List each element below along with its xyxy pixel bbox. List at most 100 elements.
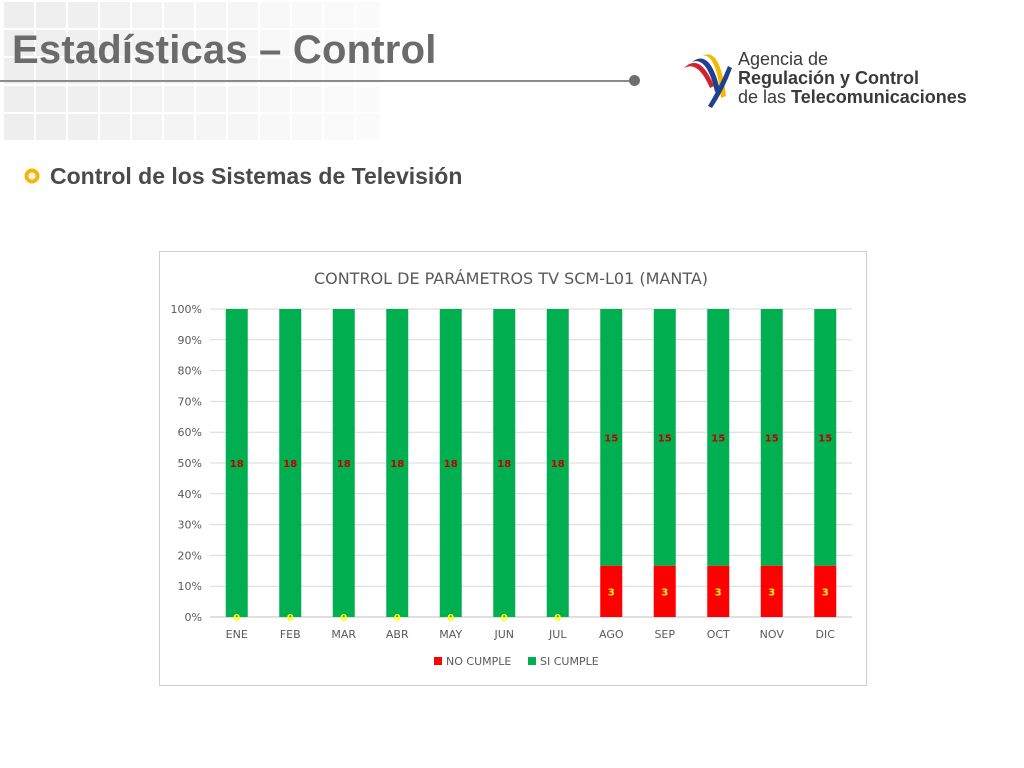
data-label-si-cumple: 18 bbox=[230, 459, 244, 470]
x-tick-label: FEB bbox=[280, 628, 301, 641]
bar-si-cumple bbox=[279, 309, 302, 617]
chart-container: CONTROL DE PARÁMETROS TV SCM-L01 (MANTA)… bbox=[159, 251, 867, 686]
background-tile bbox=[36, 2, 66, 28]
background-tile bbox=[132, 86, 162, 112]
stacked-bar-chart: CONTROL DE PARÁMETROS TV SCM-L01 (MANTA)… bbox=[171, 269, 852, 668]
background-tile bbox=[292, 30, 322, 56]
data-label-no-cumple: 0 bbox=[394, 613, 401, 624]
y-tick-label: 20% bbox=[178, 549, 202, 562]
x-tick-label: ABR bbox=[386, 628, 409, 641]
background-tile bbox=[356, 2, 380, 28]
bar-si-cumple bbox=[439, 309, 462, 617]
background-tile bbox=[260, 2, 290, 28]
bar-no-cumple bbox=[653, 565, 676, 617]
data-label-no-cumple: 3 bbox=[822, 587, 829, 598]
y-tick-label: 0% bbox=[185, 611, 202, 624]
background-tile bbox=[324, 2, 354, 28]
background-tile bbox=[4, 114, 34, 140]
background-tile bbox=[228, 114, 258, 140]
background-tile bbox=[292, 114, 322, 140]
logo-line-3: de las Telecomunicaciones bbox=[738, 88, 967, 107]
background-tile bbox=[100, 114, 130, 140]
data-label-no-cumple: 0 bbox=[447, 613, 454, 624]
data-label-si-cumple: 18 bbox=[390, 459, 404, 470]
background-tile bbox=[196, 114, 226, 140]
background-tile bbox=[228, 2, 258, 28]
y-tick-label: 100% bbox=[171, 303, 202, 316]
x-tick-label: JUL bbox=[548, 628, 567, 641]
background-tile bbox=[100, 58, 130, 84]
y-tick-label: 10% bbox=[178, 580, 202, 593]
data-label-no-cumple: 3 bbox=[661, 587, 668, 598]
legend-swatch-si-cumple bbox=[528, 657, 536, 665]
background-tile bbox=[36, 58, 66, 84]
background-tile bbox=[4, 58, 34, 84]
background-tile bbox=[68, 114, 98, 140]
background-tile bbox=[324, 86, 354, 112]
data-label-no-cumple: 3 bbox=[608, 587, 615, 598]
data-label-si-cumple: 18 bbox=[283, 459, 297, 470]
background-tile-pattern bbox=[0, 0, 380, 140]
x-tick-label: MAY bbox=[439, 628, 462, 641]
bar-si-cumple bbox=[600, 309, 623, 566]
data-label-no-cumple: 0 bbox=[340, 613, 347, 624]
y-tick-label: 40% bbox=[178, 488, 202, 501]
bar-no-cumple bbox=[600, 565, 623, 617]
background-tile bbox=[68, 2, 98, 28]
bar-no-cumple bbox=[707, 565, 730, 617]
background-tile bbox=[356, 30, 380, 56]
background-tile bbox=[132, 114, 162, 140]
background-tile bbox=[196, 2, 226, 28]
legend-label-si-cumple: SI CUMPLE bbox=[540, 655, 599, 668]
background-tile bbox=[356, 114, 380, 140]
background-tile bbox=[324, 58, 354, 84]
background-tile bbox=[196, 30, 226, 56]
logo-line-2: Regulación y Control bbox=[738, 68, 920, 88]
background-tile bbox=[292, 86, 322, 112]
background-tile bbox=[36, 86, 66, 112]
background-tile bbox=[68, 30, 98, 56]
logo-line-1: Agencia de bbox=[738, 49, 829, 69]
background-tile bbox=[324, 30, 354, 56]
background-tile bbox=[132, 58, 162, 84]
section-subtitle: Control de los Sistemas de Televisión bbox=[50, 163, 463, 189]
background-tile bbox=[132, 2, 162, 28]
background-tile bbox=[164, 86, 194, 112]
background-tile bbox=[260, 30, 290, 56]
title-rule bbox=[0, 80, 632, 82]
logo-line-3-prefix: de las bbox=[738, 87, 792, 107]
x-tick-label: ENE bbox=[226, 628, 248, 641]
y-tick-label: 80% bbox=[178, 365, 202, 378]
background-tile bbox=[228, 58, 258, 84]
background-tile bbox=[4, 86, 34, 112]
data-label-si-cumple: 15 bbox=[711, 433, 725, 444]
bar-si-cumple bbox=[707, 309, 730, 566]
slide-title: Estadísticas – Control bbox=[12, 28, 437, 72]
data-label-no-cumple: 3 bbox=[715, 587, 722, 598]
background-tile bbox=[164, 2, 194, 28]
x-tick-label: DIC bbox=[816, 628, 836, 641]
logo-line-3-bold: Telecomunicaciones bbox=[791, 87, 967, 107]
bar-si-cumple bbox=[814, 309, 837, 566]
y-tick-label: 30% bbox=[178, 519, 202, 532]
background-tile bbox=[196, 58, 226, 84]
background-tile bbox=[164, 114, 194, 140]
bar-si-cumple bbox=[332, 309, 355, 617]
data-label-si-cumple: 15 bbox=[604, 433, 618, 444]
bar-si-cumple bbox=[653, 309, 676, 566]
background-tile bbox=[4, 30, 34, 56]
bar-no-cumple bbox=[814, 565, 837, 617]
bar-si-cumple bbox=[546, 309, 569, 617]
x-tick-label: JUN bbox=[493, 628, 514, 641]
legend-swatch-no-cumple bbox=[434, 657, 442, 665]
background-tile bbox=[292, 2, 322, 28]
data-label-si-cumple: 18 bbox=[497, 459, 511, 470]
x-tick-label: MAR bbox=[331, 628, 356, 641]
data-label-no-cumple: 0 bbox=[501, 613, 508, 624]
data-label-si-cumple: 18 bbox=[337, 459, 351, 470]
background-tile bbox=[100, 86, 130, 112]
background-tile bbox=[68, 86, 98, 112]
x-tick-label: SEP bbox=[654, 628, 675, 641]
background-tile bbox=[356, 86, 380, 112]
y-tick-label: 60% bbox=[178, 426, 202, 439]
